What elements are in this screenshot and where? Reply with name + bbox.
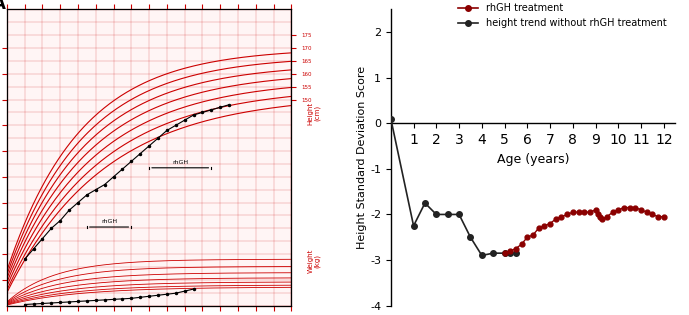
Legend: rhGH treatment, height trend without rhGH treatment: rhGH treatment, height trend without rhG… [455, 0, 670, 32]
Text: rhGH: rhGH [101, 219, 117, 224]
Text: A: A [0, 0, 6, 13]
Text: B: B [340, 0, 352, 4]
X-axis label: Age (years): Age (years) [497, 152, 569, 166]
Text: Height
(cm): Height (cm) [307, 101, 321, 125]
Y-axis label: Height Standard Deviation Score: Height Standard Deviation Score [357, 66, 367, 249]
Text: Weight
(kg): Weight (kg) [307, 249, 321, 273]
Text: rhGH: rhGH [172, 160, 188, 165]
